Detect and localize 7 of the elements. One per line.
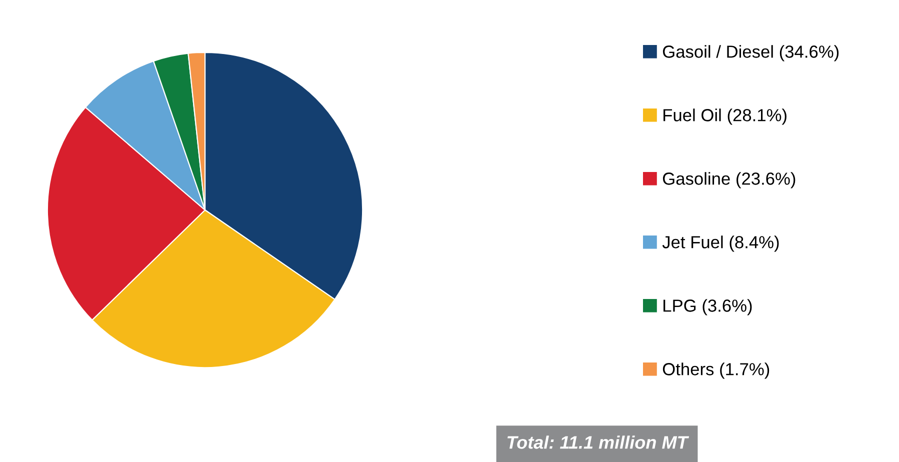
legend-label: Fuel Oil (28.1%): [664, 108, 786, 125]
legend-label: Gasoil / Diesel (34.6%): [662, 45, 839, 62]
text: Total: 11.1 million MT: [508, 436, 690, 449]
legend-label: Jet Fuel (8.4%): [662, 236, 779, 252]
legend-label: Gasoline (23.6%): [662, 172, 796, 188]
legend-label: LPG (3.6%): [664, 299, 752, 316]
legend-label: Others (1.7%): [662, 362, 770, 379]
